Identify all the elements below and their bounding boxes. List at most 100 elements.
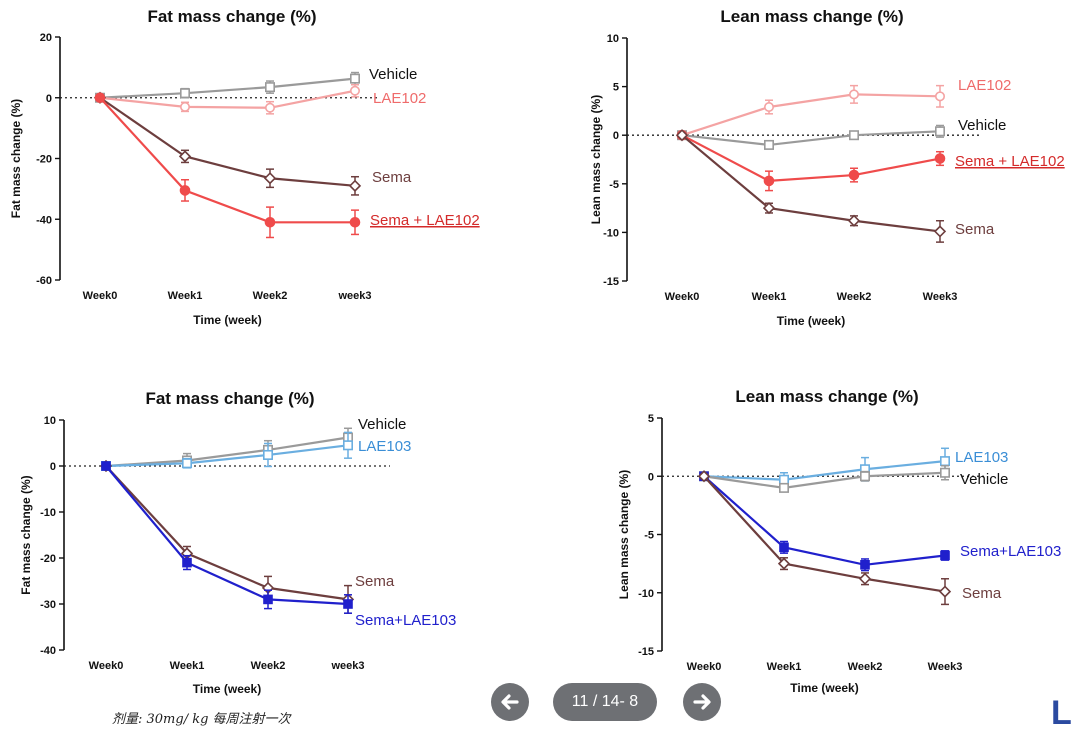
- data-point: [933, 225, 947, 238]
- data-point: [179, 185, 191, 196]
- data-point: [180, 101, 191, 112]
- data-point: [263, 594, 273, 605]
- series-lae102: LAE102: [676, 77, 1011, 141]
- series-vehicle: Vehicle: [698, 465, 1008, 493]
- chart-4: Lean mass change (%) 5 0 -5 -10 -15 Lean mass …: [617, 387, 1061, 695]
- series-lae102: LAE102: [95, 83, 426, 115]
- data-point: [778, 482, 789, 493]
- x-tick-label: Week1: [767, 661, 802, 673]
- chart-title: Fat mass change (%): [145, 389, 314, 408]
- y-tick-label: -15: [603, 276, 619, 288]
- data-point: [934, 91, 945, 102]
- series-line: [681, 134, 941, 233]
- series-vehicle: Vehicle: [95, 66, 417, 103]
- y-tick-label: -10: [638, 588, 654, 600]
- data-point: [940, 550, 950, 561]
- x-tick-label: Week0: [89, 660, 124, 672]
- y-tick-label: -15: [638, 646, 654, 658]
- data-point: [264, 82, 275, 93]
- arrow-left-icon: [501, 694, 519, 710]
- series-label: Sema: [955, 221, 995, 238]
- y-tick-label: -20: [40, 553, 56, 565]
- data-point: [178, 150, 192, 163]
- data-point: [675, 129, 689, 142]
- chart-2: Lean mass change (%) 10 5 0 -5 -10 -15 Lean mas…: [589, 7, 1065, 328]
- data-point: [848, 130, 859, 141]
- data-point: [349, 216, 361, 228]
- data-point: [349, 73, 360, 84]
- series-line: [105, 436, 349, 468]
- data-point: [263, 172, 277, 185]
- x-tick-label: Week1: [170, 660, 205, 672]
- data-point: [101, 461, 111, 471]
- series-sema-lae102: Sema + LAE102: [94, 92, 480, 239]
- y-tick-label: 10: [607, 33, 619, 45]
- series-line: [105, 465, 349, 601]
- data-point: [779, 542, 789, 553]
- y-axis-label: Lean mass change (%): [617, 470, 631, 599]
- series-label: LAE103: [358, 438, 411, 455]
- data-point: [342, 440, 353, 451]
- data-point: [934, 126, 945, 137]
- x-tick-label: Week1: [752, 291, 787, 303]
- series-line: [703, 475, 946, 566]
- series-line: [99, 89, 356, 109]
- series-label: Vehicle: [369, 66, 417, 83]
- next-slide-button[interactable]: [683, 683, 721, 721]
- y-tick-label: -30: [40, 599, 56, 611]
- series-label: Sema+LAE103: [355, 612, 456, 629]
- y-tick-label: 20: [40, 32, 52, 44]
- x-tick-label: Week0: [665, 291, 700, 303]
- series-sema: Sema: [697, 470, 1002, 606]
- series-label: Sema + LAE102: [955, 153, 1065, 170]
- chart-title: Lean mass change (%): [735, 387, 918, 406]
- data-point: [858, 572, 872, 585]
- data-point: [848, 169, 860, 181]
- data-point: [939, 467, 950, 478]
- data-point: [763, 102, 774, 113]
- x-tick-label: Week2: [251, 660, 286, 672]
- series-lae103: LAE103: [101, 431, 411, 471]
- chart-1: Fat mass change (%) 20 0 -20 -40 -60 Fat mass …: [9, 7, 480, 327]
- series-line: [703, 475, 946, 593]
- data-point: [763, 175, 775, 187]
- data-point: [180, 88, 191, 99]
- series-vehicle: Vehicle: [676, 117, 1006, 150]
- data-point: [264, 216, 276, 228]
- y-tick-label: -40: [40, 645, 56, 657]
- series-line: [105, 444, 349, 468]
- y-tick-label: -10: [603, 227, 619, 239]
- data-point: [934, 153, 946, 164]
- x-tick-label: Week2: [837, 291, 872, 303]
- y-tick-label: -60: [36, 275, 52, 287]
- data-point: [847, 214, 861, 227]
- series-line: [703, 460, 946, 481]
- series-sema-lae103: Sema+LAE103: [699, 471, 1061, 572]
- dosage-footnote: 剂量: 30mg/ kg 每周注射一次: [112, 712, 291, 727]
- y-tick-label: -5: [609, 179, 619, 191]
- series-sema-lae102: Sema + LAE102: [676, 129, 1065, 192]
- x-tick-label: week3: [337, 290, 371, 302]
- series-label: Vehicle: [958, 117, 1006, 134]
- x-tick-label: Week2: [253, 290, 288, 302]
- y-tick-label: -10: [40, 507, 56, 519]
- page-indicator: 11 / 14- 8: [553, 683, 657, 721]
- y-tick-label: -20: [36, 154, 52, 166]
- y-tick-label: 0: [46, 93, 52, 105]
- x-tick-label: week3: [330, 660, 364, 672]
- prev-slide-button[interactable]: [491, 683, 529, 721]
- series-label: Vehicle: [960, 471, 1008, 488]
- series-label: Sema+LAE103: [960, 543, 1061, 560]
- y-tick-label: 0: [50, 461, 56, 473]
- logo-fragment: L: [1051, 694, 1072, 732]
- y-tick-label: -5: [644, 530, 654, 542]
- y-axis-label: Lean mass change (%): [589, 95, 603, 224]
- series-label: Sema: [962, 585, 1002, 602]
- data-point: [262, 449, 273, 460]
- data-point: [860, 559, 870, 570]
- series-line: [681, 93, 941, 137]
- series-sema: Sema: [675, 129, 995, 243]
- series-line: [703, 471, 946, 490]
- y-tick-label: 0: [613, 130, 619, 142]
